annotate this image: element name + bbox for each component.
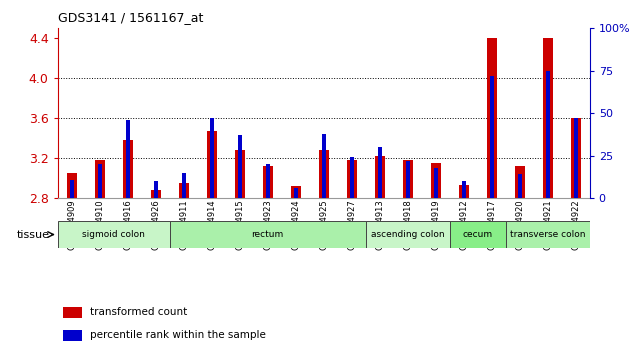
- Text: transformed count: transformed count: [90, 307, 187, 318]
- Bar: [506, 221, 590, 248]
- Text: sigmoid colon: sigmoid colon: [82, 230, 145, 239]
- Bar: [63, 307, 81, 318]
- Bar: [170, 221, 366, 248]
- Bar: [574, 118, 578, 198]
- Bar: [571, 118, 581, 198]
- Bar: [322, 134, 326, 198]
- Text: tissue: tissue: [16, 229, 49, 240]
- Text: cecum: cecum: [463, 230, 493, 239]
- Bar: [545, 71, 550, 198]
- Bar: [431, 163, 440, 198]
- Bar: [347, 160, 356, 198]
- Bar: [433, 168, 438, 198]
- Bar: [366, 221, 450, 248]
- Bar: [490, 76, 494, 198]
- Bar: [179, 183, 188, 198]
- Bar: [123, 140, 133, 198]
- Text: transverse colon: transverse colon: [510, 230, 585, 239]
- Bar: [319, 150, 329, 198]
- Bar: [406, 161, 410, 198]
- Bar: [378, 147, 382, 198]
- Bar: [70, 179, 74, 198]
- Bar: [238, 135, 242, 198]
- Bar: [294, 188, 298, 198]
- Bar: [154, 181, 158, 198]
- Bar: [97, 164, 102, 198]
- Bar: [95, 160, 104, 198]
- Text: rectum: rectum: [251, 230, 284, 239]
- Bar: [450, 221, 506, 248]
- Bar: [459, 185, 469, 198]
- Bar: [210, 118, 214, 198]
- Bar: [181, 173, 186, 198]
- Text: GDS3141 / 1561167_at: GDS3141 / 1561167_at: [58, 11, 203, 24]
- Bar: [126, 120, 129, 198]
- Bar: [151, 190, 161, 198]
- Bar: [291, 186, 301, 198]
- Bar: [515, 166, 524, 198]
- Text: ascending colon: ascending colon: [371, 230, 444, 239]
- Bar: [67, 173, 76, 198]
- Bar: [375, 156, 385, 198]
- Bar: [63, 330, 81, 341]
- Bar: [265, 164, 270, 198]
- Bar: [518, 175, 522, 198]
- Bar: [235, 150, 245, 198]
- Text: percentile rank within the sample: percentile rank within the sample: [90, 330, 265, 341]
- Bar: [349, 158, 354, 198]
- Bar: [543, 38, 553, 198]
- Bar: [58, 221, 170, 248]
- Bar: [462, 181, 466, 198]
- Bar: [207, 131, 217, 198]
- Bar: [403, 160, 413, 198]
- Bar: [487, 38, 497, 198]
- Bar: [263, 166, 272, 198]
